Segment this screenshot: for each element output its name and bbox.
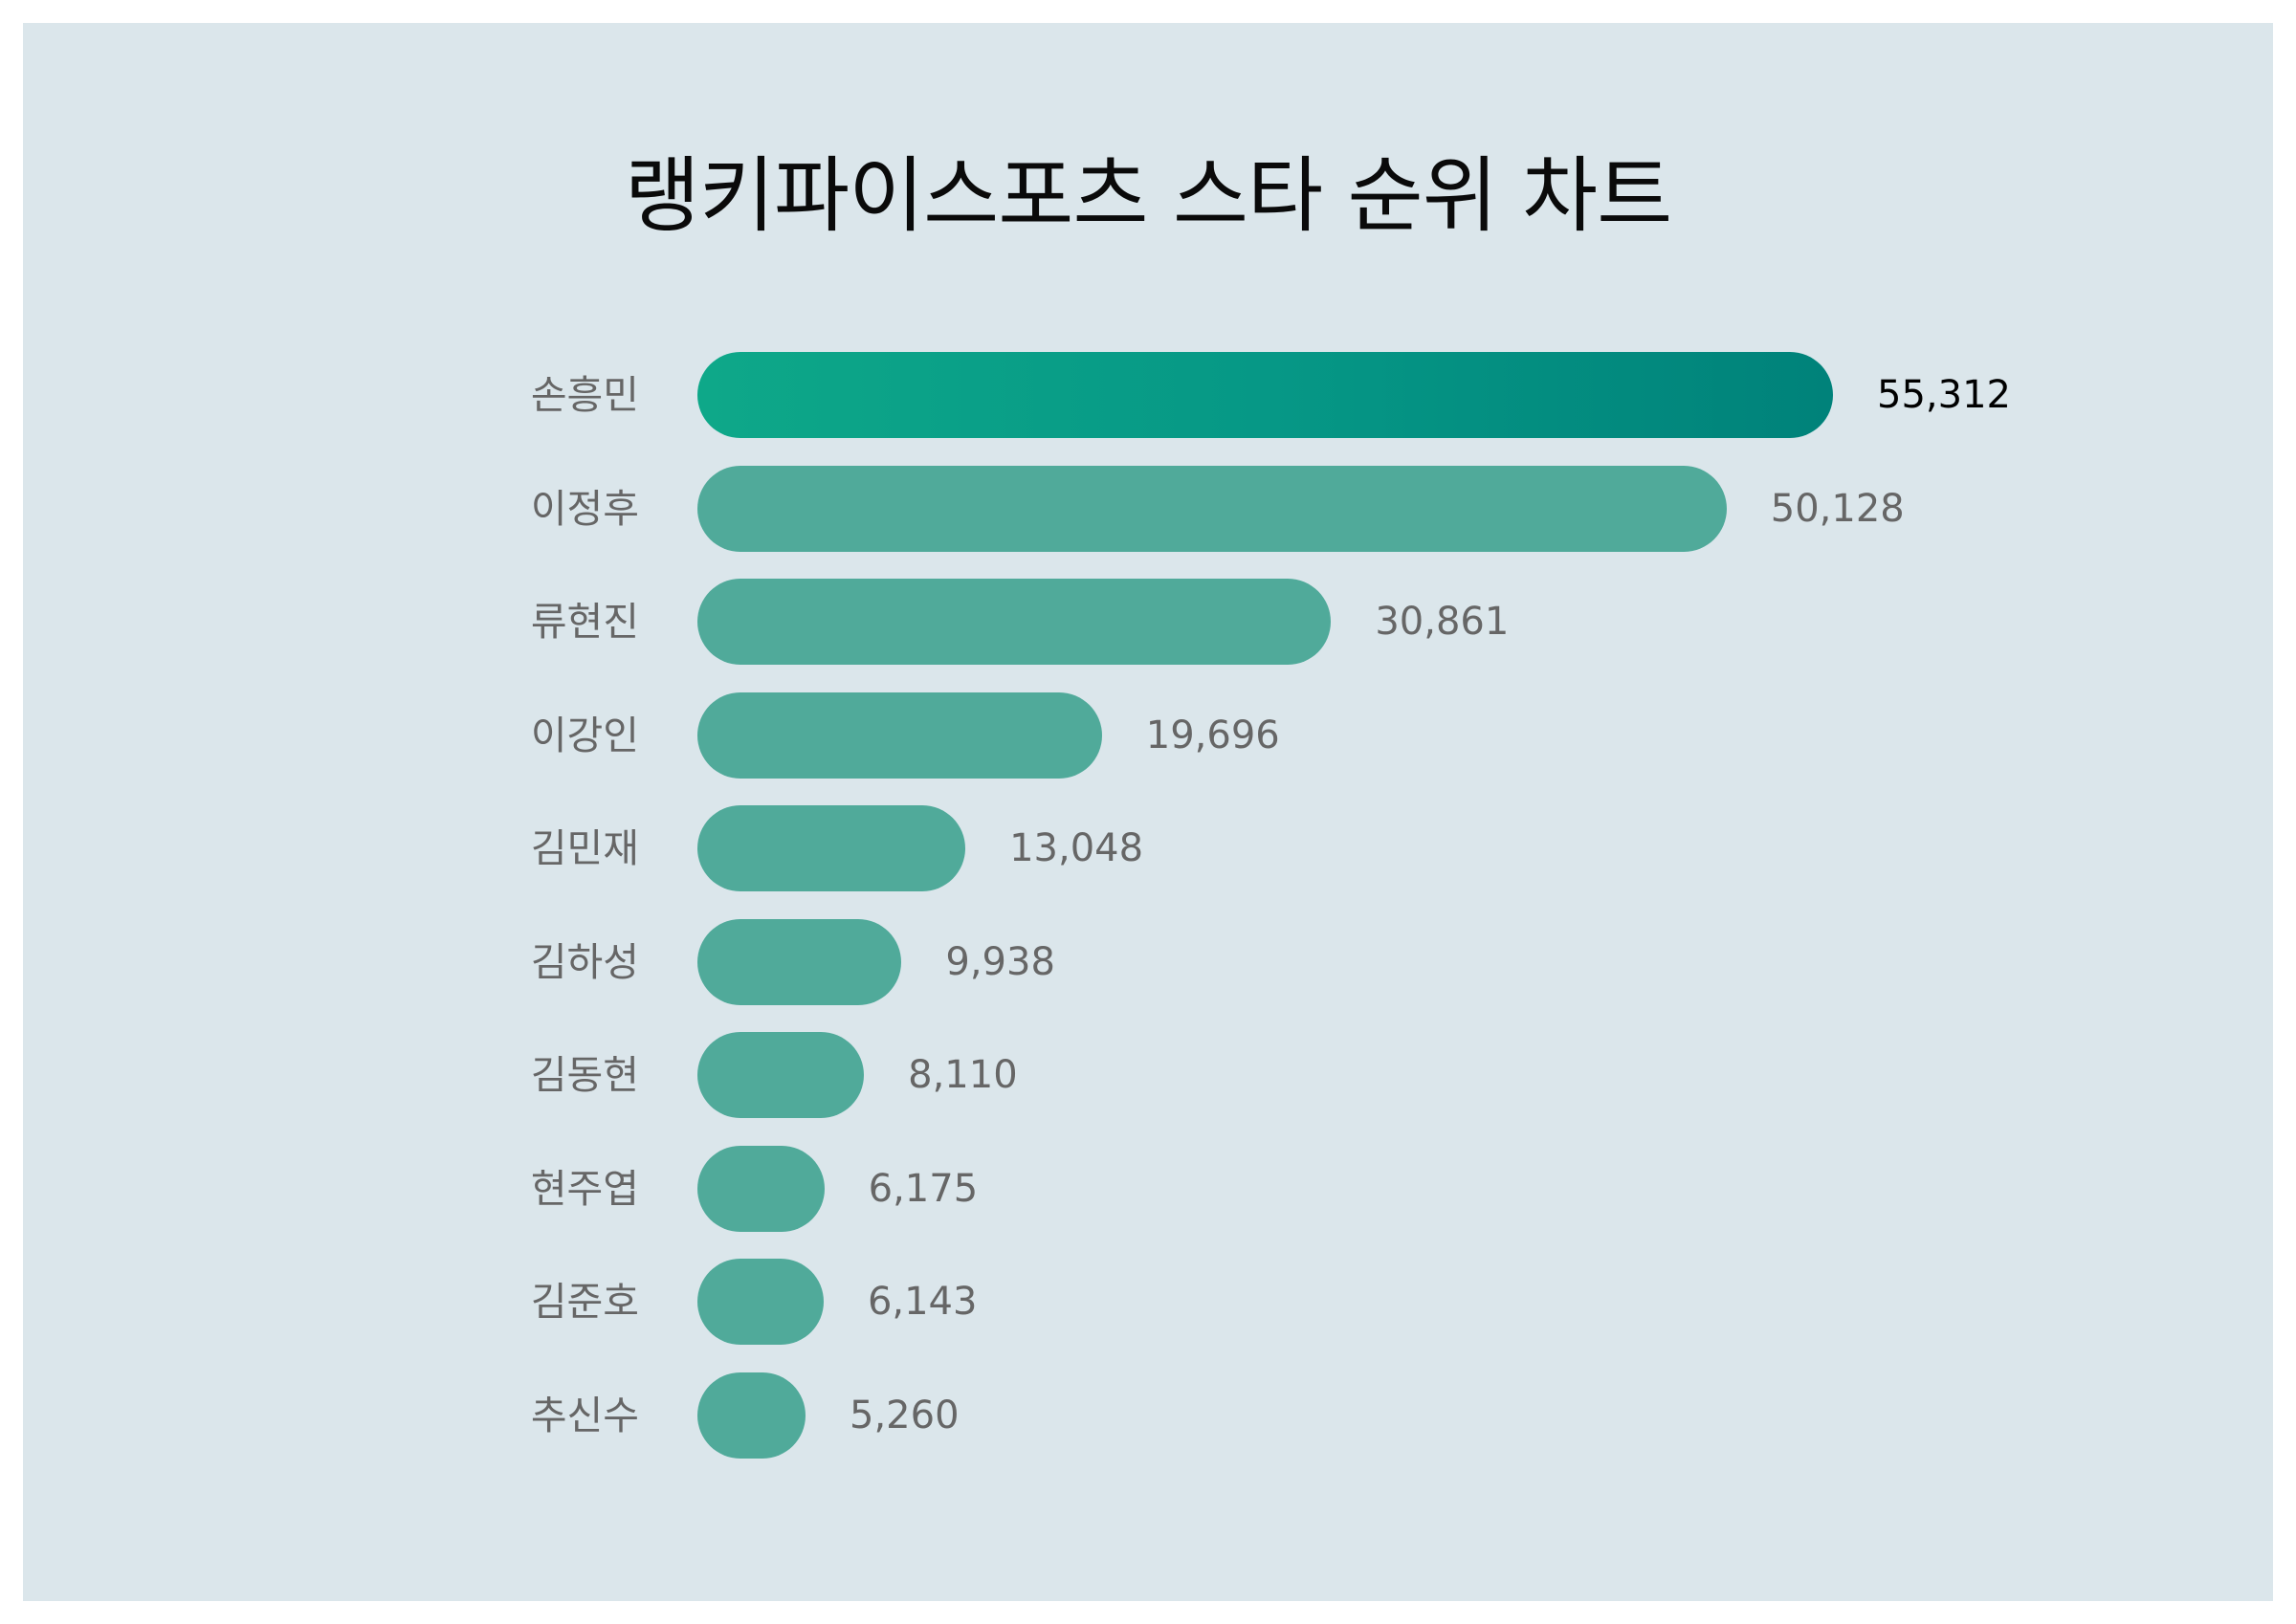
bar-value: 6,143 — [867, 1280, 978, 1324]
chart-title: 랭키파이스포츠 스타 순위 차트 — [624, 148, 1673, 244]
bar-row: 이정후 50,128 — [0, 466, 2296, 552]
bar-value: 13,048 — [1009, 826, 1144, 870]
bar-value: 50,128 — [1770, 487, 1905, 531]
chart-card — [23, 23, 2273, 1601]
bar — [697, 692, 1102, 779]
bar — [697, 1372, 806, 1459]
bar-value: 19,696 — [1145, 713, 1280, 757]
bar-row: 김동현 8,110 — [0, 1032, 2296, 1118]
bar-row: 김하성 9,938 — [0, 919, 2296, 1005]
bar-row: 손흥민 55,312 — [0, 352, 2296, 438]
bar-label: 김민재 — [530, 825, 639, 871]
bar-label: 추신수 — [530, 1393, 639, 1438]
bar-row: 류현진 30,861 — [0, 579, 2296, 665]
bar-label: 김준호 — [530, 1279, 639, 1325]
bar-value: 6,175 — [868, 1167, 979, 1211]
bar — [697, 579, 1332, 665]
bar-label: 김동현 — [530, 1052, 639, 1098]
bar — [697, 1146, 825, 1232]
bar — [697, 1032, 865, 1118]
bar — [697, 805, 966, 891]
bar — [697, 466, 1727, 552]
bar-row: 이강인 19,696 — [0, 692, 2296, 779]
bar-label: 이강인 — [530, 713, 639, 758]
bar — [697, 352, 1833, 438]
bar-row: 김준호 6,143 — [0, 1259, 2296, 1345]
bar — [697, 1259, 824, 1345]
bar-row: 현주엽 6,175 — [0, 1146, 2296, 1232]
bar-label: 이정후 — [530, 486, 639, 532]
bar-label: 손흥민 — [530, 372, 639, 418]
bar-label: 김하성 — [530, 939, 639, 985]
bar-row: 추신수 5,260 — [0, 1372, 2296, 1459]
bar-value: 8,110 — [908, 1053, 1018, 1097]
bar — [697, 919, 902, 1005]
bar-row: 김민재 13,048 — [0, 805, 2296, 891]
bar-value: 5,260 — [850, 1394, 960, 1437]
bar-label: 현주엽 — [530, 1166, 639, 1212]
bar-label: 류현진 — [530, 599, 639, 645]
bar-value: 55,312 — [1877, 373, 2011, 417]
bar-value: 30,861 — [1375, 600, 1510, 644]
bar-value: 9,938 — [945, 940, 1055, 984]
